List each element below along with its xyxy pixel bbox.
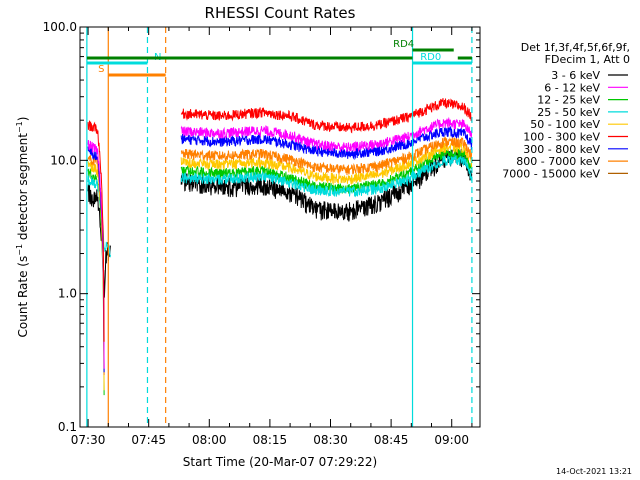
flag-label-3: RD4	[393, 39, 414, 50]
legend-entry-label: 800 - 7000 keV	[516, 155, 600, 168]
legend-entry-label: 7000 - 15000 keV	[502, 167, 600, 180]
series-line-5	[87, 98, 473, 342]
x-axis: 07:30 07:45 08:00 08:15 08:30 08:45 09:00	[71, 27, 473, 447]
plot-frame	[79, 26, 481, 428]
y-tick-label: 1.0	[58, 287, 77, 301]
flag-label-4: RD0	[420, 52, 441, 63]
y-axis: 100.0 10.0 1.0 0.1	[43, 20, 480, 434]
legend-entry-label: 3 - 6 keV	[551, 69, 600, 82]
legend-entry-label: 25 - 50 keV	[537, 106, 600, 119]
series-line-1	[87, 116, 473, 369]
legend-header-line: Det 1f,3f,4f,5f,6f,9f,	[521, 41, 630, 54]
marker-group	[86, 27, 473, 427]
x-axis-label: Start Time (20-Mar-07 07:29:22)	[183, 455, 377, 469]
x-tick-label: 07:45	[131, 433, 166, 447]
x-tick-label: 08:15	[253, 433, 288, 447]
flag-label-0: S	[98, 64, 104, 75]
chart-title: RHESSI Count Rates	[205, 4, 356, 22]
footer-date: 14-Oct-2021 13:21	[556, 467, 632, 476]
legend-entry-label: 6 - 12 keV	[544, 81, 600, 94]
legend: Det 1f,3f,4f,5f,6f,9f,FDecim 1, Att 0 3 -…	[502, 41, 630, 180]
x-tick-label: 08:30	[313, 433, 348, 447]
x-tick-label: 09:00	[434, 433, 469, 447]
legend-entry-label: 12 - 25 keV	[537, 94, 600, 107]
y-tick-label: 10.0	[50, 153, 77, 167]
x-tick-label: 08:00	[192, 433, 227, 447]
x-tick-label: 08:45	[374, 433, 409, 447]
y-axis-label: Count Rate (s−1 detector segment−1)	[15, 117, 30, 338]
legend-entry-label: 300 - 800 keV	[523, 143, 600, 156]
y-tick-label: 0.1	[58, 420, 77, 434]
legend-entry-label: 100 - 300 keV	[523, 131, 600, 144]
legend-header-line: FDecim 1, Att 0	[545, 53, 630, 66]
y-tick-label: 100.0	[43, 20, 77, 34]
series-group	[87, 98, 473, 396]
legend-entry-label: 50 - 100 keV	[530, 118, 600, 131]
x-tick-label: 07:30	[71, 433, 106, 447]
flag-group: SNRD4RD0	[86, 39, 472, 77]
